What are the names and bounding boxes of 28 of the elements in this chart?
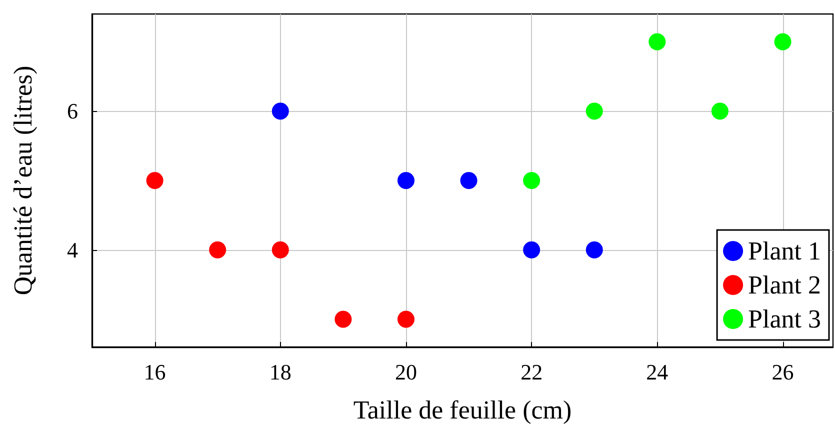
x-tick-label: 18 xyxy=(269,360,292,384)
point xyxy=(523,241,540,258)
legend-label: Plant 2 xyxy=(748,270,822,300)
point xyxy=(272,241,289,258)
x-tick-label: 22 xyxy=(520,360,543,384)
x-axis-title: Taille de feuille (cm) xyxy=(353,396,572,424)
x-tick-label: 24 xyxy=(646,360,668,384)
point xyxy=(711,102,728,120)
point xyxy=(334,310,352,328)
point xyxy=(398,310,414,328)
point xyxy=(272,102,289,120)
x-tick-label: 20 xyxy=(394,360,417,384)
legend-label: Plant 3 xyxy=(748,304,822,334)
legend-label: Plant 1 xyxy=(748,236,822,266)
point xyxy=(398,172,414,189)
x-tick-label: 26 xyxy=(772,360,794,384)
point xyxy=(523,172,540,189)
y-tick-label: 4 xyxy=(67,237,78,262)
point xyxy=(209,241,226,258)
y-tick-label: 6 xyxy=(67,98,78,124)
point xyxy=(460,172,478,189)
point xyxy=(146,172,164,189)
point xyxy=(586,241,603,258)
y-axis-title: Quantité d’eau (litres) xyxy=(8,66,38,296)
point xyxy=(586,102,603,120)
point xyxy=(648,33,666,50)
x-tick-label: 16 xyxy=(144,360,166,384)
point xyxy=(774,33,792,50)
